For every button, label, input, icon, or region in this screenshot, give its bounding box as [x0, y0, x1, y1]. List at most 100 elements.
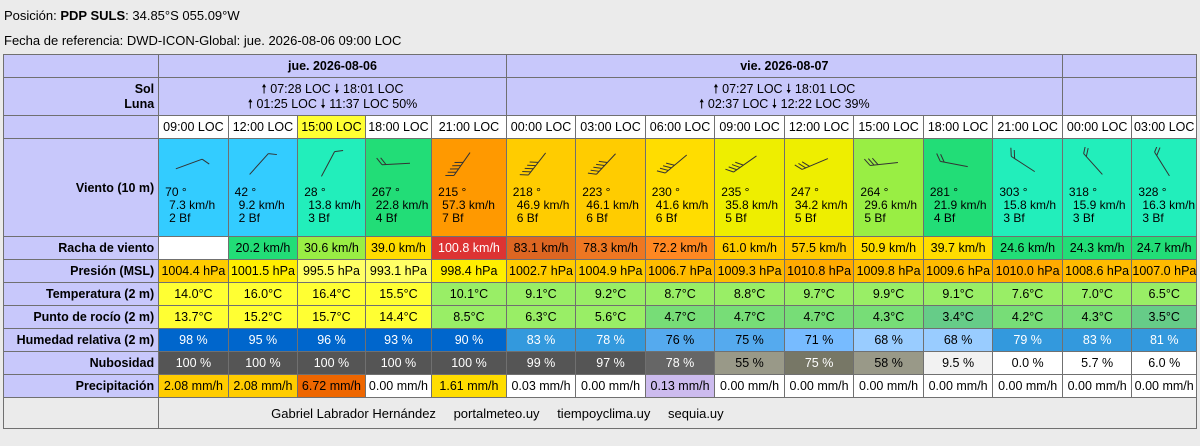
- pressure-row: Presión (MSL) 1004.4 hPa 1001.5 hPa 995.5 …: [2, 259, 1197, 283]
- wind-values: 247 ° 34.2 km/h 5 Bf: [791, 186, 848, 225]
- dewpoint-cell: 4.7°C: [644, 305, 716, 329]
- humidity-cell: 90 %: [431, 328, 507, 352]
- pressure-cell: 1006.7 hPa: [644, 259, 716, 283]
- wind-values: 264 ° 29.6 km/h 5 Bf: [860, 186, 917, 225]
- pressure-cell: 995.5 hPa: [297, 259, 366, 283]
- precip-row: Precipitación 2.08 mm/h 2.08 mm/h 6.72 mm/…: [2, 374, 1197, 398]
- temperature-cell: 9.2°C: [575, 282, 646, 306]
- sun-moon-row: Sol Luna 🠕 07:28 LOC 🠗 18:01 LOC 🠕 01:25…: [2, 77, 1198, 116]
- pressure-cell: 1010.8 hPa: [783, 259, 855, 283]
- credit-link-tiempoyclima[interactable]: tiempoyclima.uy: [557, 405, 651, 421]
- wind-barb-icon: [794, 158, 828, 170]
- wind-barb-icon: [588, 153, 617, 175]
- wind-values: 215 ° 57.3 km/h 7 Bf: [438, 186, 495, 225]
- time-cell: 06:00 LOC: [644, 115, 716, 139]
- wind-beaufort: 4 Bf: [375, 211, 398, 225]
- precip-cell: 0.13 mm/h: [644, 374, 716, 398]
- gust-cell: 72.2 km/h: [644, 236, 716, 260]
- gust-cell: 83.1 km/h: [505, 236, 577, 260]
- gust-cell: 20.2 km/h: [227, 236, 299, 260]
- forecast-table: jue. 2026-08-06 vie. 2026-08-07 Sol Luna…: [2, 54, 1198, 429]
- gust-cell: 100.8 km/h: [431, 236, 507, 260]
- day-row: jue. 2026-08-06 vie. 2026-08-07: [2, 54, 1198, 78]
- pressure-cell: 1002.7 hPa: [505, 259, 577, 283]
- dewpoint-cell: 4.3°C: [853, 305, 924, 329]
- wind-values: 42 ° 9.2 km/h 2 Bf: [235, 186, 285, 225]
- time-cell: 12:00 LOC: [783, 115, 855, 139]
- reference-label: Fecha de referencia:: [4, 33, 124, 48]
- humidity-row: Humedad relativa (2 m) 98 % 95 % 96 % 93 % 9…: [2, 328, 1197, 352]
- wind-barb-icon: [936, 153, 968, 168]
- wind-barb-icon: [445, 152, 471, 177]
- dewpoint-cell: 14.4°C: [364, 305, 433, 329]
- dewpoint-cell: 6.3°C: [505, 305, 577, 329]
- wind-speed: 7.3 km/h: [169, 198, 216, 212]
- wind-beaufort: 6 Bf: [655, 211, 678, 225]
- temperature-cell: 9.7°C: [783, 282, 855, 306]
- wind-barb-icon: [248, 153, 277, 175]
- wind-direction: 267 °: [371, 185, 400, 199]
- credit-link-portalmeteo[interactable]: portalmeteo.uy: [453, 405, 540, 421]
- cloud-cell: 55 %: [714, 351, 785, 375]
- humidity-cell: 95 %: [227, 328, 299, 352]
- pressure-label: Presión (MSL): [2, 259, 160, 283]
- time-cell: 15:00 LOC: [297, 115, 366, 139]
- time-cell: 00:00 LOC: [505, 115, 577, 139]
- gust-cell: [158, 236, 229, 260]
- pressure-cell: 1008.6 hPa: [1061, 259, 1133, 283]
- temperature-cell: 16.4°C: [297, 282, 366, 306]
- wind-beaufort: 2 Bf: [169, 211, 191, 225]
- precip-label: Precipitación: [2, 374, 160, 398]
- wind-cell: 303 ° 15.8 km/h 3 Bf: [992, 138, 1063, 237]
- wind-beaufort: 3 Bf: [308, 211, 330, 225]
- day-header-3: [1061, 54, 1198, 78]
- wind-direction: 215 °: [438, 185, 467, 199]
- precip-cell: 6.72 mm/h: [297, 374, 366, 398]
- day-header-2: vie. 2026-08-07: [505, 54, 1063, 78]
- wind-values: 223 ° 46.1 km/h 6 Bf: [582, 186, 639, 225]
- cloud-cell: 78 %: [644, 351, 716, 375]
- wind-direction: 235 °: [721, 185, 750, 199]
- reference-line: Fecha de referencia: DWD-ICON-Global: ju…: [4, 33, 401, 48]
- temperature-cell: 7.0°C: [1061, 282, 1133, 306]
- wind-cell: 70 ° 7.3 km/h 2 Bf: [158, 138, 229, 237]
- day-header-1: jue. 2026-08-06: [158, 54, 507, 78]
- dewpoint-cell: 3.4°C: [922, 305, 994, 329]
- sun-moon-day-1: 🠕 07:28 LOC 🠗 18:01 LOC 🠕 01:25 LOC 🠗 11…: [158, 77, 507, 116]
- wind-speed: 13.8 km/h: [308, 198, 361, 212]
- station-coords: : 34.85°S 055.09°W: [125, 8, 240, 23]
- gust-cell: 30.6 km/h: [297, 236, 366, 260]
- precip-cell: 0.00 mm/h: [783, 374, 855, 398]
- wind-barb-icon: [725, 155, 758, 173]
- sun-times-2: 🠕 07:27 LOC 🠗 18:01 LOC: [713, 81, 856, 96]
- wind-values: 218 ° 46.9 km/h 6 Bf: [513, 186, 570, 225]
- dewpoint-label: Punto de rocío (2 m): [2, 305, 160, 329]
- wind-values: 267 ° 22.8 km/h 4 Bf: [372, 186, 429, 225]
- time-cell: 21:00 LOC: [431, 115, 507, 139]
- day-row-label: [2, 54, 160, 78]
- wind-values: 281 ° 21.9 km/h 4 Bf: [930, 186, 987, 225]
- wind-cell: 267 ° 22.8 km/h 4 Bf: [364, 138, 433, 237]
- dewpoint-cell: 15.7°C: [297, 305, 366, 329]
- humidity-cell: 75 %: [714, 328, 785, 352]
- dewpoint-cell: 13.7°C: [158, 305, 229, 329]
- time-cell: 00:00 LOC: [1061, 115, 1133, 139]
- dewpoint-cell: 4.7°C: [714, 305, 785, 329]
- time-cell: 15:00 LOC: [853, 115, 924, 139]
- wind-barb-icon: [864, 157, 899, 166]
- station-name: PDP SULS: [60, 8, 126, 23]
- wind-beaufort: 5 Bf: [725, 211, 747, 225]
- wind-direction: 303 °: [999, 185, 1028, 199]
- wind-beaufort: 5 Bf: [794, 211, 817, 225]
- pressure-cell: 1004.4 hPa: [158, 259, 229, 283]
- pressure-cell: 1009.3 hPa: [714, 259, 785, 283]
- credit-author: Gabriel Labrador Hernández: [271, 405, 436, 421]
- wind-speed: 9.2 km/h: [238, 198, 285, 212]
- wind-values: 328 ° 16.3 km/h 3 Bf: [1138, 186, 1195, 225]
- reference-value: DWD-ICON-Global: jue. 2026-08-06 09:00 L…: [126, 33, 402, 48]
- credit-link-sequia[interactable]: sequia.uy: [668, 405, 724, 421]
- wind-cell: 318 ° 15.9 km/h 3 Bf: [1061, 138, 1133, 237]
- credits-cell: Gabriel Labrador Hernández portalmeteo.u…: [158, 397, 1197, 429]
- time-cell: 09:00 LOC: [158, 115, 229, 139]
- sun-times-1: 🠕 07:28 LOC 🠗 18:01 LOC: [261, 81, 404, 96]
